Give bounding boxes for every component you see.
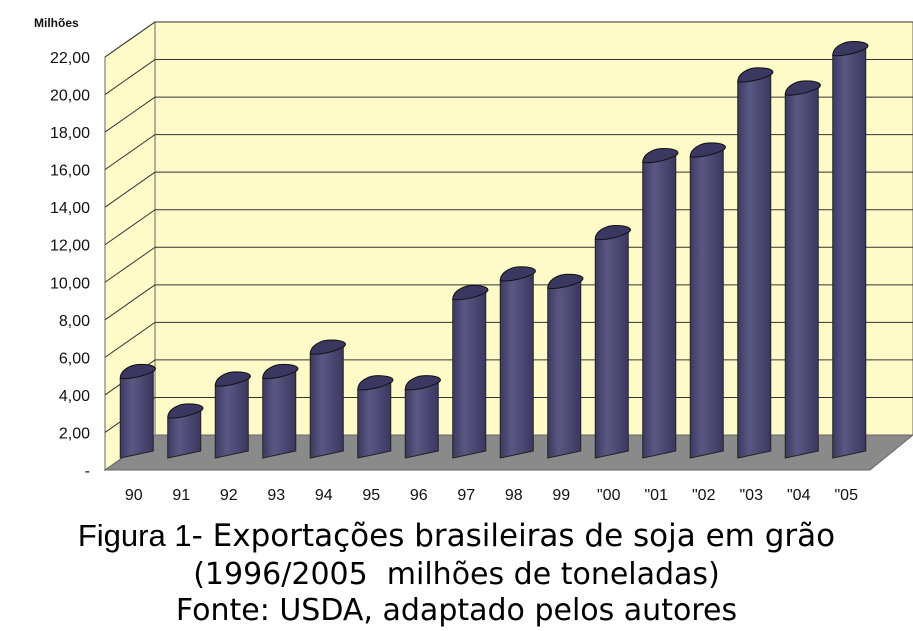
bar-top-cap (547, 273, 584, 289)
x-tick-label: 92 (220, 487, 238, 504)
bar (499, 266, 536, 459)
bar-body (689, 149, 724, 459)
bar-top-cap (594, 224, 631, 241)
bar-top-cap (832, 41, 869, 57)
gridline-side (104, 59, 156, 95)
bar (167, 403, 204, 459)
bar-top-cap (119, 363, 156, 380)
bar-body (547, 280, 582, 459)
y-tick-label: 12,00 (50, 238, 90, 255)
y-tick-label: 6,00 (59, 350, 90, 367)
caption-title: Figura 1- Exportações brasileiras de soj… (0, 520, 913, 552)
bar-body (119, 370, 154, 459)
bar (309, 339, 346, 459)
bar-body (214, 378, 249, 459)
caption-source: Fonte: USDA, adaptado pelos autores (175, 593, 738, 628)
bar-top-cap (784, 80, 821, 96)
x-tick-label: 95 (362, 487, 380, 504)
gridline-side (104, 209, 156, 246)
bar (262, 363, 299, 459)
bar-top-cap (499, 266, 536, 282)
gridline-side (104, 134, 156, 171)
bar-body (357, 382, 392, 459)
bar-top-cap (452, 285, 489, 301)
bar-body (832, 47, 867, 459)
y-tick-label: 22,00 (50, 50, 90, 67)
bar-body (499, 273, 534, 459)
caption-title-text: - Exportações brasileiras de soja em grã… (191, 518, 836, 554)
y-tick-label: 8,00 (59, 313, 90, 330)
bars (119, 41, 869, 459)
bar (642, 148, 679, 459)
y-axis-ticks: - 2,00 4,00 6,00 8,00 10,00 12,00 14,00 16,00 18,… (50, 50, 90, 480)
caption-subtitle: (1996/2005 milhões de toneladas) (193, 557, 720, 592)
x-axis-ticks: 90 91 92 93 94 95 96 97 98 99 "00 "01 "02 "03 "04 "05 (125, 487, 858, 504)
bar-top-cap (214, 371, 251, 387)
y-axis-unit-label: Milhões (34, 16, 79, 30)
bar (784, 80, 821, 459)
x-tick-label: 99 (552, 487, 570, 504)
x-tick-label: "01 (645, 487, 669, 504)
y-tick-label: 10,00 (50, 275, 90, 292)
bar-body (452, 291, 487, 459)
bar-top-cap (262, 363, 299, 380)
gridline-side (104, 321, 156, 358)
bar (594, 224, 631, 459)
x-tick-label: "00 (597, 487, 621, 504)
bar-top-cap (642, 148, 679, 164)
bar-body (594, 231, 629, 459)
x-tick-label: "04 (787, 487, 811, 504)
bar-body (737, 74, 772, 459)
y-tick-label: 18,00 (50, 125, 90, 142)
bar-body (642, 154, 677, 459)
bar-top-cap (737, 67, 774, 83)
x-tick-label: 94 (315, 487, 333, 504)
x-tick-label: "03 (740, 487, 764, 504)
caption-figure-label: Figura 1 (77, 518, 192, 553)
bar (357, 375, 394, 459)
bar-top-cap (357, 375, 394, 391)
bar (547, 273, 584, 459)
bar-body (262, 370, 297, 459)
x-tick-label: 93 (267, 487, 285, 504)
bar-top-cap (309, 339, 346, 355)
x-tick-label: 91 (172, 487, 190, 504)
gridline-side (104, 171, 156, 208)
bar (214, 371, 251, 459)
x-tick-label: 96 (410, 487, 428, 504)
y-tick-label: 16,00 (50, 163, 90, 180)
bar-chart: - 2,00 4,00 6,00 8,00 10,00 12,00 14,00 16,00 18,… (34, 16, 913, 504)
bar (452, 285, 489, 459)
x-tick-label: "05 (835, 487, 859, 504)
x-tick-label: 90 (125, 487, 143, 504)
bar-body (784, 87, 819, 459)
y-tick-label: 20,00 (50, 88, 90, 105)
bar-top-cap (167, 403, 204, 419)
bar-body (404, 382, 439, 459)
bar (119, 363, 156, 459)
y-tick-label: 14,00 (50, 200, 90, 217)
y-tick-label: 2,00 (59, 425, 90, 442)
gridline-side (104, 96, 156, 133)
y-tick-label: - (85, 463, 90, 480)
bar-body (309, 346, 344, 459)
bar (737, 67, 774, 459)
gridline-side (104, 284, 156, 321)
bar (404, 375, 441, 459)
gridline-side (104, 246, 156, 283)
y-tick-label: 4,00 (59, 388, 90, 405)
x-tick-label: "02 (692, 487, 716, 504)
x-tick-label: 97 (457, 487, 475, 504)
gridline-side (104, 21, 156, 58)
bar-top-cap (689, 142, 726, 158)
bar (832, 41, 869, 459)
bar (689, 142, 726, 459)
bar-top-cap (404, 375, 441, 391)
x-tick-label: 98 (505, 487, 523, 504)
